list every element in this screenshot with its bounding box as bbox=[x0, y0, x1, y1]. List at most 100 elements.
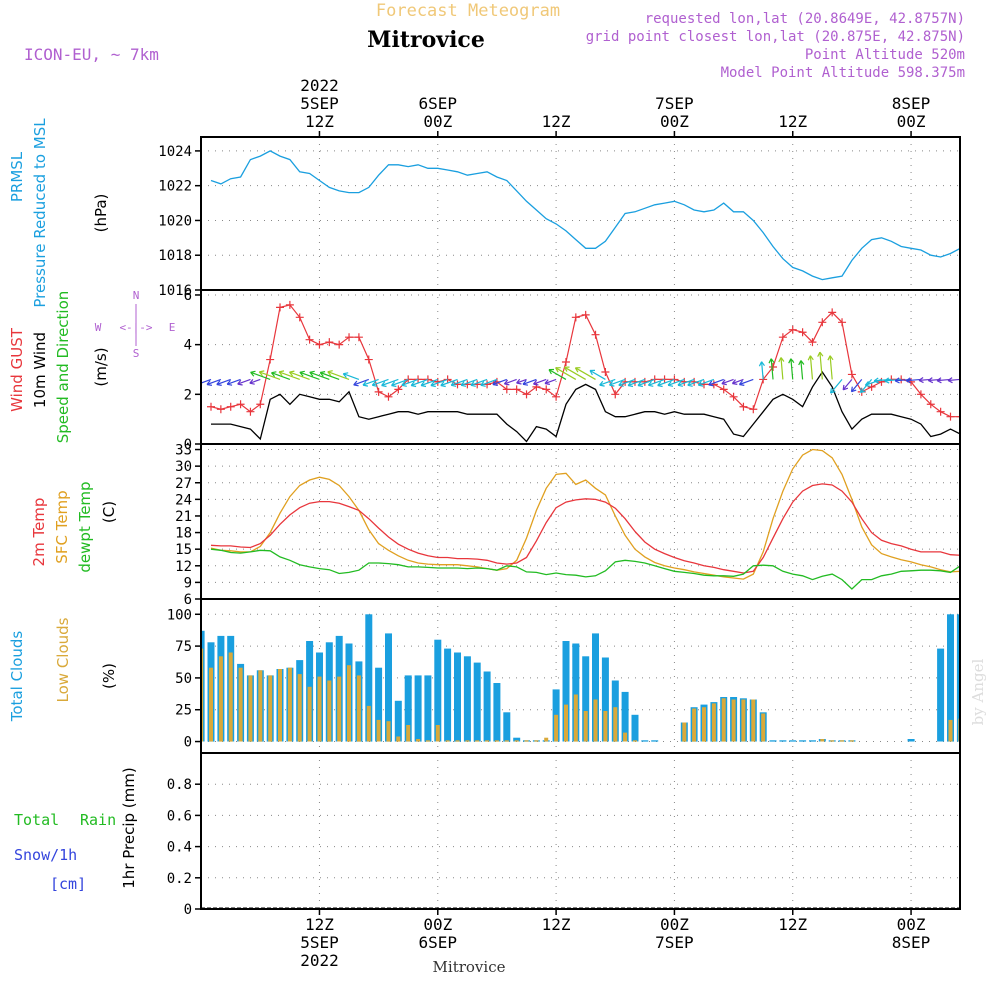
wind-direction-arrow bbox=[289, 371, 310, 380]
wind-gust-marker bbox=[354, 333, 363, 342]
wind-arrow-head bbox=[758, 361, 765, 367]
wind-direction-arrow bbox=[708, 378, 724, 386]
snow-unit: [cm] bbox=[50, 875, 86, 893]
total-cloud-bar bbox=[789, 740, 797, 742]
wind-arrow-head bbox=[609, 380, 615, 387]
low-cloud-bar bbox=[278, 669, 282, 742]
wind-direction-arrow bbox=[657, 378, 675, 387]
wind-10m-line bbox=[211, 370, 960, 443]
bottom-time-label: 12Z bbox=[778, 915, 807, 934]
wind-arrow-head bbox=[936, 377, 942, 384]
wind-direction-arrow bbox=[851, 379, 863, 393]
total-cloud-bar bbox=[572, 643, 580, 742]
wind-direction-arrow bbox=[739, 378, 754, 386]
wind-arrow-head bbox=[827, 355, 834, 361]
y-tick-label: 0.4 bbox=[167, 840, 192, 856]
low-cloud-bar bbox=[248, 675, 253, 742]
total-cloud-bar bbox=[513, 737, 521, 742]
wind-direction-arrow bbox=[698, 378, 715, 386]
total-cloud-bar bbox=[434, 639, 442, 742]
wind-gust-marker bbox=[325, 338, 334, 347]
top-time-label: 12Z bbox=[778, 112, 807, 131]
bottom-time-label: 12Z bbox=[542, 915, 571, 934]
wind-arrow-head bbox=[731, 379, 738, 385]
wind-gust-marker bbox=[581, 310, 590, 319]
y-tick-label: 21 bbox=[175, 509, 192, 525]
wind-gust-marker bbox=[443, 375, 452, 384]
low-cloud-bar bbox=[613, 707, 618, 742]
wind-direction-arrow bbox=[906, 378, 921, 382]
wind-arrow-head bbox=[873, 377, 879, 384]
wind-arrow-head bbox=[420, 381, 427, 388]
wind-gust-marker bbox=[216, 405, 225, 414]
wind-direction-arrow bbox=[259, 371, 281, 380]
wind-gust-marker bbox=[266, 355, 275, 364]
wind-direction-arrow bbox=[470, 378, 488, 386]
total-cloud-bar bbox=[385, 633, 392, 742]
wind-arrow-head bbox=[647, 381, 654, 387]
low-cloud-bar bbox=[692, 708, 697, 742]
low-cloud-bar bbox=[386, 721, 391, 742]
total-cloud-bar bbox=[601, 657, 609, 742]
low-cloud-bar bbox=[633, 740, 637, 742]
wind-direction-arrow bbox=[544, 378, 557, 385]
cloud-series bbox=[201, 614, 960, 742]
wind-gust-marker bbox=[660, 375, 669, 384]
low-cloud-bar bbox=[268, 675, 273, 742]
wind-gust-marker bbox=[246, 407, 255, 416]
total-cloud-bar bbox=[562, 641, 570, 742]
low-cloud-bar bbox=[327, 680, 332, 742]
location-title: Mitrovice bbox=[367, 27, 485, 53]
low-cloud-bar bbox=[455, 740, 460, 742]
wind-direction-arrow bbox=[790, 358, 794, 380]
wind-direction-arrow bbox=[480, 378, 498, 386]
model-point-altitude: Model Point Altitude 598.375m bbox=[721, 65, 965, 81]
wind-arrow-head bbox=[289, 370, 295, 377]
low-cloud-bar bbox=[465, 740, 470, 742]
wind-gust-marker bbox=[256, 400, 265, 409]
wind-arrow-head bbox=[842, 384, 849, 391]
wind-arrow-head bbox=[309, 370, 315, 377]
pressure-line bbox=[210, 150, 960, 281]
compass-n: N bbox=[133, 289, 140, 302]
total-cloud-bar bbox=[493, 683, 501, 742]
low-cloud-bar bbox=[593, 699, 598, 742]
total-cloud-bar bbox=[424, 675, 432, 742]
top-time-label: 5SEP bbox=[300, 94, 339, 113]
wind-gust-marker bbox=[867, 382, 876, 391]
y-tick-label: 4 bbox=[184, 338, 192, 354]
wind-gust-marker bbox=[601, 367, 610, 376]
y-tick-label: 6 bbox=[184, 288, 192, 304]
low-cloud-bar bbox=[494, 740, 499, 742]
wind-arrow-head bbox=[216, 380, 222, 386]
total-cloud-bar bbox=[641, 740, 649, 742]
wind-direction-arrow bbox=[226, 378, 241, 385]
wind-direction-arrow bbox=[667, 378, 685, 386]
low-cloud-bar bbox=[741, 699, 746, 742]
wind-direction-arrow bbox=[618, 378, 636, 386]
wind-gust-marker bbox=[335, 340, 344, 349]
wind-gust-marker bbox=[611, 390, 620, 399]
wind-gust-marker bbox=[936, 407, 945, 416]
low-cloud-bar bbox=[238, 667, 243, 742]
low-cloud-bar bbox=[347, 665, 351, 742]
y-tick-label: 0 bbox=[184, 735, 192, 751]
y-tick-label: 50 bbox=[175, 671, 192, 687]
y-tick-label: 0 bbox=[184, 437, 192, 453]
wind-direction-arrow bbox=[410, 378, 429, 387]
low-cloud-bar bbox=[317, 676, 322, 742]
wind-arrow-head bbox=[258, 370, 265, 377]
wind-direction-arrow bbox=[278, 371, 300, 380]
top-time-label: 00Z bbox=[897, 112, 926, 131]
wind-arrow-head bbox=[618, 381, 624, 387]
bottom-time-label: 7SEP bbox=[655, 933, 694, 952]
total-cloud-bar bbox=[463, 656, 471, 742]
total-cloud-bar bbox=[503, 712, 511, 742]
wind-arrow-head bbox=[627, 381, 634, 388]
top-time-label: 6SEP bbox=[419, 94, 458, 113]
wind-direction-arrow bbox=[800, 360, 804, 380]
total-cloud-bar bbox=[809, 740, 816, 742]
wind-arrow-head bbox=[798, 360, 805, 366]
y-tick-label: 30 bbox=[175, 459, 192, 475]
top-time-label: 7SEP bbox=[655, 94, 694, 113]
